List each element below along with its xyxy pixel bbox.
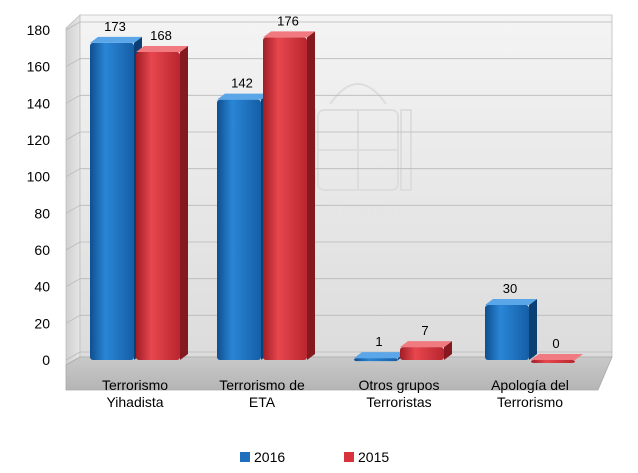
bar-2015-2 xyxy=(400,341,452,360)
x-tick-label-line: Otros grupos xyxy=(359,377,440,393)
y-tick-label: 80 xyxy=(34,205,50,221)
bar-front xyxy=(485,305,529,360)
legend-label-2015: 2015 xyxy=(358,449,389,465)
data-label: 142 xyxy=(231,76,253,91)
bar-side xyxy=(444,341,452,360)
bar-2015-0 xyxy=(136,46,188,360)
data-label: 30 xyxy=(503,281,517,296)
data-labels: 173 142 1 30 168 176 7 0 xyxy=(104,13,559,351)
data-label: 168 xyxy=(150,28,172,43)
bar-2016-0 xyxy=(90,36,142,360)
bars xyxy=(90,31,583,363)
x-tick-label-line: Terroristas xyxy=(366,394,431,410)
bar-top xyxy=(136,46,188,52)
bar-2016-1 xyxy=(217,93,269,361)
bar-front xyxy=(90,42,134,360)
y-axis: 0 20 40 60 80 100 120 140 160 180 xyxy=(27,22,51,368)
bar-side xyxy=(180,46,188,360)
bar-front xyxy=(354,358,398,362)
bar-2016-2 xyxy=(354,352,406,362)
bar-front xyxy=(136,52,180,360)
bar-front xyxy=(400,347,444,360)
legend-item-2016: 2016 xyxy=(240,449,285,465)
data-label: 0 xyxy=(552,336,559,351)
x-tick-label-line: Terrorismo xyxy=(102,377,168,393)
x-tick-label-line: Yihadista xyxy=(106,394,163,410)
data-label: 7 xyxy=(421,323,428,338)
y-tick-label: 40 xyxy=(34,279,50,295)
x-tick-label-line: Terrorismo de xyxy=(219,377,305,393)
legend: 2016 2015 xyxy=(240,449,389,465)
x-tick-label-line: ETA xyxy=(249,394,276,410)
legend-swatch-2016 xyxy=(240,452,250,462)
data-label: 1 xyxy=(375,334,382,349)
gridline-depth xyxy=(65,131,81,141)
bar-front xyxy=(217,99,261,361)
bar-top xyxy=(400,341,452,348)
gridline-depth xyxy=(65,314,81,324)
y-tick-label: 180 xyxy=(27,22,51,38)
y-tick-label: 0 xyxy=(42,352,50,368)
bar-top xyxy=(217,93,269,100)
y-tick-label: 100 xyxy=(27,169,51,185)
legend-label-2016: 2016 xyxy=(254,449,285,465)
gridline-depth xyxy=(65,278,81,288)
y-tick-label: 20 xyxy=(34,315,50,331)
y-tick-label: 140 xyxy=(27,95,51,111)
gridline-depth xyxy=(65,94,81,104)
bar-top xyxy=(485,299,537,305)
bar-front xyxy=(263,37,307,360)
x-tick-label-line: Apología del xyxy=(491,377,569,393)
x-tick-label: Terrorismo Yihadista xyxy=(102,377,168,410)
gridline-depth xyxy=(65,204,81,214)
side-wall xyxy=(65,14,81,366)
bar-top xyxy=(531,354,583,360)
y-tick-label: 60 xyxy=(34,242,50,258)
x-tick-label-line: Terrorismo xyxy=(497,394,563,410)
gridline-depth xyxy=(65,241,81,251)
bar-2015-1 xyxy=(263,31,315,360)
y-tick-label: 160 xyxy=(27,59,51,75)
bar-top xyxy=(263,31,315,38)
watermark-line-2: DEL ESTADO xyxy=(306,221,388,235)
bar-top xyxy=(354,352,406,359)
y-tick-label: 120 xyxy=(27,132,51,148)
x-tick-label: Terrorismo de ETA xyxy=(219,377,305,410)
x-tick-label: Apología del Terrorismo xyxy=(491,377,569,410)
bar-top xyxy=(90,36,142,43)
floor xyxy=(65,356,613,391)
gridline-depth xyxy=(65,58,81,68)
bar-2015-3 xyxy=(531,354,583,363)
bar-side xyxy=(529,299,537,360)
gridline-depth xyxy=(65,351,81,361)
bar-2016-3 xyxy=(485,299,537,360)
data-label: 176 xyxy=(277,13,299,28)
legend-swatch-2015 xyxy=(344,452,354,462)
bar-front xyxy=(531,360,575,363)
watermark-line-1: ALÍA GENERAL xyxy=(306,203,405,217)
gridline-depth xyxy=(65,168,81,178)
gridline-depth xyxy=(65,21,81,31)
x-tick-label: Otros grupos Terroristas xyxy=(359,377,440,410)
legend-item-2015: 2015 xyxy=(344,449,389,465)
bar-side xyxy=(307,31,315,360)
data-label: 173 xyxy=(104,19,126,34)
